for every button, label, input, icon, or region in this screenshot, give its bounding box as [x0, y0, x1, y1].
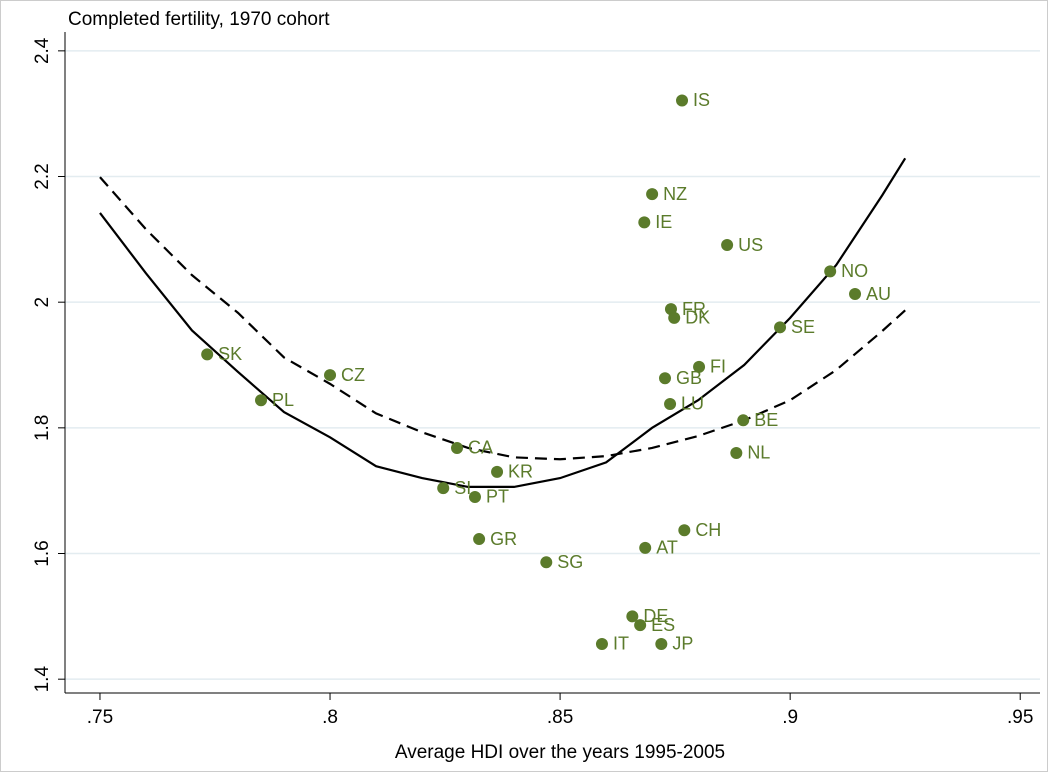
point	[626, 610, 639, 623]
y-tick-label: 1.8	[32, 415, 53, 441]
point-label: DE	[643, 606, 668, 626]
y-tick-label: 2.2	[32, 163, 53, 189]
x-tick-label: .75	[87, 707, 113, 728]
point-label: CZ	[341, 365, 365, 385]
point	[437, 482, 450, 495]
point	[473, 533, 486, 546]
point-label: SE	[791, 317, 815, 337]
y-tick-label: 1.6	[32, 540, 53, 566]
point-label: JP	[672, 634, 693, 654]
point-label: NZ	[663, 184, 687, 204]
point-label: ES	[651, 615, 675, 635]
point-label: CA	[468, 438, 493, 458]
point	[676, 94, 689, 107]
point-label: SK	[218, 344, 242, 364]
point-label: GB	[676, 368, 702, 388]
point-label: SG	[557, 552, 583, 572]
fit-line	[99, 157, 907, 489]
point-label: GR	[490, 529, 517, 549]
point	[491, 465, 504, 478]
point-label: DK	[685, 308, 710, 328]
point	[255, 394, 268, 407]
y-tick-label: 2	[32, 297, 53, 308]
point	[693, 360, 706, 373]
point-label: FI	[710, 357, 726, 377]
point-label: US	[738, 235, 763, 255]
point	[639, 541, 652, 554]
point	[646, 188, 659, 201]
point-label: BE	[754, 410, 778, 430]
point	[721, 239, 734, 252]
point	[849, 288, 862, 301]
point-label: KR	[508, 462, 533, 482]
point	[659, 372, 671, 385]
point	[468, 490, 481, 503]
point	[668, 311, 681, 324]
point-label: SI	[454, 478, 471, 498]
point-label: IT	[613, 634, 629, 654]
point	[655, 637, 668, 650]
y-tick-label: 2.4	[32, 37, 53, 64]
point-label: AT	[656, 538, 678, 558]
point	[540, 556, 553, 569]
point	[737, 414, 750, 427]
point	[634, 619, 647, 632]
point	[595, 637, 608, 650]
point-label: LU	[681, 394, 704, 414]
point	[664, 397, 677, 410]
x-tick-label: .95	[1007, 707, 1033, 728]
point-label: CH	[695, 520, 721, 540]
point-label: IE	[655, 212, 672, 232]
point-label: PT	[486, 487, 509, 507]
y-axis-title: Completed fertility, 1970 cohort	[68, 9, 330, 30]
point-label: PL	[272, 390, 294, 410]
point	[774, 321, 787, 334]
point	[824, 265, 837, 278]
fit-line	[99, 176, 906, 461]
point	[324, 369, 337, 382]
x-axis-title: Average HDI over the years 1995-2005	[395, 742, 725, 763]
point	[201, 348, 214, 361]
point-label: IS	[693, 90, 710, 110]
y-tick-label: 1.4	[32, 666, 53, 693]
point	[638, 216, 651, 229]
point	[730, 446, 743, 459]
point	[678, 524, 691, 537]
point-label: FR	[682, 299, 706, 319]
point-label: NL	[747, 443, 770, 463]
point-label: NO	[841, 261, 868, 281]
x-tick-label: .8	[322, 707, 338, 728]
point	[451, 441, 464, 454]
x-tick-label: .85	[547, 707, 573, 728]
point-label: AU	[866, 284, 891, 304]
x-tick-label: .9	[782, 707, 798, 728]
